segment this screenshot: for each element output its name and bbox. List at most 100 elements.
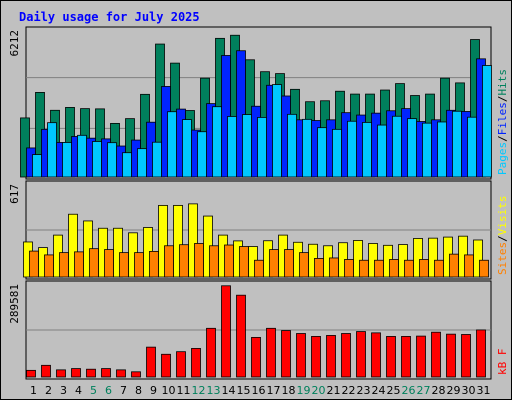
bar-pages: [347, 120, 357, 178]
bar-kb-f: [161, 353, 171, 378]
bar-pages: [242, 114, 252, 178]
bar-sites: [44, 254, 54, 278]
bar-sites: [239, 246, 249, 278]
panel-kbytes: 289581 kB F: [8, 280, 509, 380]
legend-entry: Visits: [496, 196, 509, 236]
bar-kb-f: [41, 364, 51, 378]
legend-entry: /: [496, 235, 509, 242]
bar-kb-f: [371, 332, 381, 378]
bar-kb-f: [461, 334, 471, 378]
bar-sites: [164, 245, 174, 278]
bar-kb-f: [431, 331, 441, 378]
day-label: 17: [267, 384, 281, 397]
day-label: 10: [162, 384, 176, 397]
bar-kb-f: [326, 335, 336, 378]
day-label: 23: [357, 384, 371, 397]
series-legend: Pages/Files/Hits: [496, 69, 509, 175]
bar-visits: [428, 237, 438, 278]
series-legend: kB F: [496, 349, 509, 376]
bar-kb-f: [101, 368, 111, 378]
bar-kb-f: [56, 369, 66, 378]
day-label: 14: [222, 384, 236, 397]
bar-kb-f: [86, 368, 96, 378]
bar-pages: [317, 127, 327, 178]
day-label: 16: [252, 384, 266, 397]
bar-pages: [77, 134, 87, 178]
series-legend: Sites/Visits: [496, 196, 509, 276]
bar-kb-f: [356, 331, 366, 378]
bar-sites: [224, 244, 234, 278]
bar-kb-f: [116, 369, 126, 378]
bar-pages: [92, 141, 102, 178]
y-max-label: 617: [8, 184, 21, 204]
bar-pages: [362, 122, 372, 178]
bar-kb-f: [26, 369, 36, 378]
bar-sites: [119, 252, 129, 278]
bar-kb-f: [311, 336, 321, 378]
bar-kb-f: [281, 330, 291, 378]
bar-pages: [167, 111, 177, 178]
bar-visits: [173, 204, 183, 278]
bar-sites: [404, 259, 414, 278]
legend-entry: /: [496, 135, 509, 142]
bar-pages: [227, 116, 237, 178]
bar-pages: [257, 117, 267, 178]
bar-kb-f: [236, 294, 246, 378]
bar-sites: [89, 248, 99, 278]
bar-sites: [299, 252, 309, 278]
day-label: 7: [120, 384, 127, 397]
bar-sites: [134, 252, 144, 278]
bar-kb-f: [131, 371, 141, 378]
day-label: 13: [207, 384, 221, 397]
day-label: 9: [150, 384, 157, 397]
legend-entry: kB F: [496, 349, 509, 376]
bar-sites: [179, 244, 189, 278]
chart-title: Daily usage for July 2025: [19, 10, 200, 24]
day-label: 24: [372, 384, 386, 397]
bar-visits: [158, 204, 168, 278]
day-label: 27: [417, 384, 431, 397]
day-label: 3: [60, 384, 67, 397]
bar-files: [236, 50, 246, 178]
bar-pages: [467, 116, 477, 178]
bar-sites: [209, 245, 219, 278]
bar-sites: [389, 259, 399, 278]
bar-kb-f: [176, 351, 186, 378]
bar-sites: [59, 252, 69, 278]
bar-kb-f: [266, 327, 276, 378]
bar-pages: [287, 113, 297, 178]
bar-kb-f: [221, 285, 231, 378]
day-label: 11: [177, 384, 191, 397]
bar-kb-f: [446, 333, 456, 378]
bar-sites: [314, 258, 324, 278]
panel-visits-sites: 617 Sites/Visits: [8, 180, 509, 280]
bar-pages: [62, 142, 72, 178]
day-label: 5: [90, 384, 97, 397]
bar-pages: [422, 122, 432, 178]
bar-sites: [359, 259, 369, 278]
bar-pages: [302, 118, 312, 178]
day-label: 30: [462, 384, 476, 397]
panel-hits-files-pages: 6212 Pages/Files/Hits: [8, 26, 509, 180]
bar-sites: [419, 259, 429, 278]
day-label: 2: [45, 384, 52, 397]
bar-pages: [107, 142, 117, 178]
bar-pages: [452, 110, 462, 178]
bar-pages: [437, 121, 447, 178]
y-max-label: 6212: [8, 30, 21, 57]
bar-pages: [182, 119, 192, 178]
bar-pages: [482, 65, 492, 178]
bar-kb-f: [71, 368, 81, 378]
bar-pages: [122, 152, 132, 178]
day-label: 26: [402, 384, 416, 397]
day-label: 15: [237, 384, 251, 397]
bar-visits: [188, 203, 198, 278]
day-label: 31: [477, 384, 491, 397]
bar-sites: [479, 259, 489, 278]
bar-pages: [392, 115, 402, 178]
bar-sites: [284, 249, 294, 278]
day-label: 19: [297, 384, 311, 397]
bar-pages: [272, 84, 282, 178]
